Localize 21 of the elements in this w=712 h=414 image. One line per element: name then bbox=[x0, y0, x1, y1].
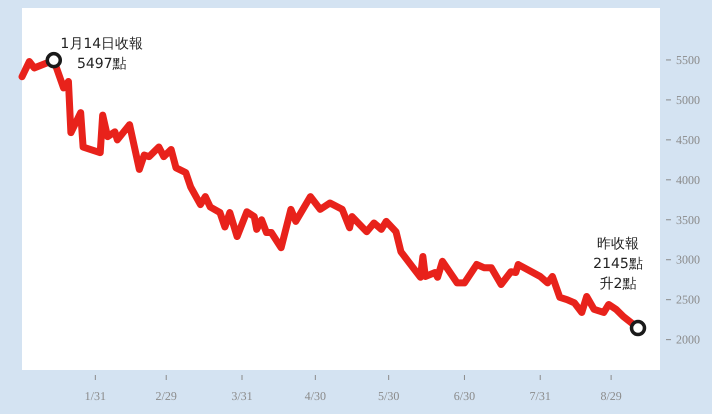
annotation: 2145點 bbox=[593, 256, 643, 272]
x-tick-label: 3/31 bbox=[231, 389, 253, 403]
y-tick-label: 2500 bbox=[676, 292, 700, 307]
x-tick-label: 4/30 bbox=[304, 389, 326, 403]
x-tick-label: 7/31 bbox=[530, 389, 551, 403]
y-tick-label: 3000 bbox=[676, 252, 700, 267]
x-tick-label: 2/29 bbox=[156, 389, 177, 403]
annotation: 升2點 bbox=[600, 276, 636, 292]
annotation: 5497點 bbox=[76, 56, 127, 72]
y-tick-label: 4000 bbox=[676, 172, 700, 187]
x-tick-label: 5/30 bbox=[378, 389, 400, 403]
y-tick-label: 3500 bbox=[676, 212, 700, 227]
x-tick-label: 6/30 bbox=[454, 389, 476, 403]
annotation: 1月14日收報 bbox=[60, 36, 144, 52]
x-tick-label: 1/31 bbox=[84, 389, 106, 403]
x-tick-label: 8/29 bbox=[600, 389, 622, 403]
y-tick-label: 5500 bbox=[676, 52, 700, 67]
y-tick-label: 5000 bbox=[676, 92, 700, 107]
annotation: 昨收報 bbox=[597, 236, 639, 252]
y-tick-label: 4500 bbox=[676, 132, 700, 147]
y-tick-label: 2000 bbox=[676, 332, 700, 347]
